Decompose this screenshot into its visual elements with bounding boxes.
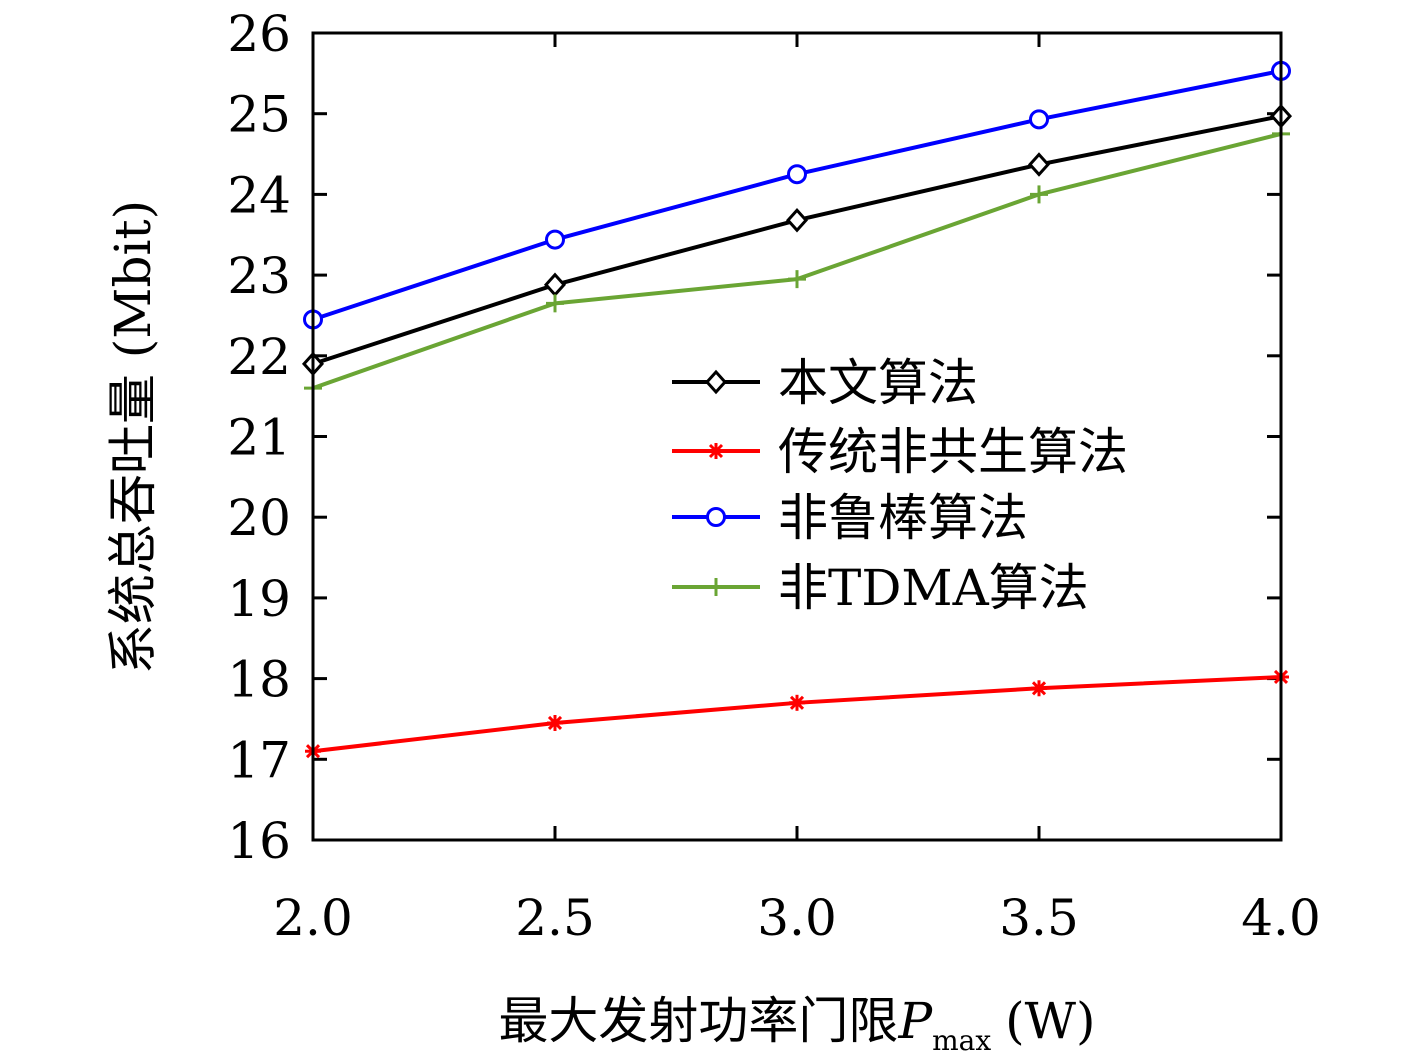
legend-marker-plus <box>707 578 725 596</box>
y-tick-label: 19 <box>227 570 291 628</box>
data-point-asterisk <box>547 714 563 731</box>
data-point-asterisk <box>789 694 805 711</box>
y-tick-label: 26 <box>227 5 291 63</box>
legend-marker-circle <box>706 507 726 527</box>
legend-label-1: 传统非共生算法 <box>778 423 1128 481</box>
x-tick-label: 2.0 <box>273 889 353 947</box>
y-tick-label: 20 <box>227 489 291 547</box>
data-point-circle <box>1029 109 1049 130</box>
legend-label-3: 非TDMA算法 <box>778 559 1089 617</box>
data-point-plus <box>546 294 564 313</box>
legend-marker-diamond <box>704 369 728 395</box>
data-point-asterisk <box>1031 680 1047 697</box>
plot-frame <box>311 31 1283 842</box>
x-axis-ticks: 2.0 2.5 3.0 3.5 4.0 <box>273 33 1321 947</box>
x-axis-title: 最大发射功率门限Pmax (W) <box>498 992 1095 1057</box>
y-tick-label: 25 <box>227 86 291 144</box>
x-tick-label: 4.0 <box>1241 889 1321 947</box>
y-tick-label: 24 <box>227 166 291 224</box>
y-tick-label: 17 <box>227 731 291 789</box>
legend: 本文算法 传统非共生算法 非鲁棒算法 非TDMA算法 <box>672 354 1128 617</box>
y-tick-label: 22 <box>227 328 291 386</box>
data-point-circle <box>787 164 807 185</box>
y-axis-ticks: 16 17 18 19 20 21 22 23 24 25 26 <box>227 5 1281 870</box>
data-point-diamond <box>785 207 809 233</box>
y-tick-label: 21 <box>227 409 291 467</box>
legend-label-2: 非鲁棒算法 <box>778 489 1028 547</box>
data-point-diamond <box>1027 152 1051 177</box>
y-tick-label: 16 <box>227 812 291 870</box>
y-tick-label: 23 <box>227 247 291 305</box>
legend-marker-asterisk <box>708 443 724 459</box>
y-tick-label: 18 <box>227 651 291 709</box>
data-point-circle <box>545 229 565 250</box>
x-tick-label: 3.5 <box>999 889 1079 947</box>
legend-label-0: 本文算法 <box>778 354 978 412</box>
x-tick-label: 2.5 <box>515 889 595 947</box>
data-point-plus <box>788 270 806 289</box>
x-tick-label: 3.0 <box>757 889 837 947</box>
y-axis-title: 系统总吞吐量 (Mbit) <box>104 200 162 674</box>
data-point-plus <box>1030 185 1048 204</box>
